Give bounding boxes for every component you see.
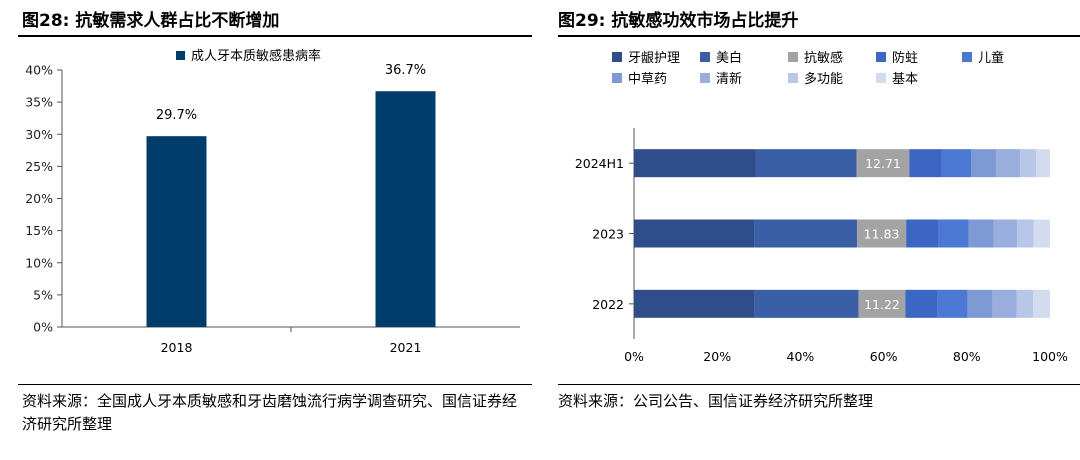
legend-swatch	[612, 52, 622, 62]
x-tick-label: 20%	[703, 349, 731, 364]
bar-segment	[1036, 149, 1050, 178]
x-tick-label: 80%	[953, 349, 981, 364]
y-tick-label: 2023	[592, 227, 624, 242]
y-tick-label: 2024H1	[575, 156, 624, 171]
bar-segment	[971, 149, 996, 178]
legend-label: 美白	[716, 50, 742, 66]
legend-label: 防蛀	[892, 50, 918, 66]
x-tick-label: 40%	[787, 349, 815, 364]
legend-swatch	[788, 73, 798, 83]
data-label: 11.22	[864, 297, 900, 312]
legend-label: 基本	[892, 72, 918, 87]
title-divider	[558, 35, 1080, 37]
x-tick-label: 2018	[161, 340, 193, 355]
bar-segment	[941, 149, 972, 178]
legend-label: 儿童	[978, 50, 1004, 66]
bar-segment	[858, 289, 906, 318]
bar-segment	[1017, 219, 1034, 248]
y-tick-label: 35%	[25, 95, 53, 110]
bar-segment	[754, 289, 859, 318]
y-tick-label: 5%	[33, 287, 53, 302]
legend-swatch	[962, 52, 972, 62]
bar-segment	[754, 219, 857, 248]
title-divider	[18, 35, 532, 37]
bar-segment	[938, 219, 969, 248]
legend-label: 清新	[716, 71, 742, 87]
source-divider	[558, 384, 1080, 385]
bar-segment	[937, 289, 968, 318]
bar-segment	[905, 289, 938, 318]
legend-swatch	[876, 52, 886, 62]
legend-swatch	[700, 52, 710, 62]
legend-swatch	[788, 52, 798, 62]
y-tick-label: 0%	[33, 320, 53, 335]
bar-segment	[968, 219, 994, 248]
right-panel: 图29: 抗敏感功效市场占比提升 牙龈护理 美白 抗敏感 防蛀 儿童中草药 清新 多功能 基本…	[550, 0, 1080, 460]
bar	[375, 91, 436, 327]
bar-segment	[967, 289, 993, 318]
data-label: 36.7%	[385, 63, 426, 78]
legend-label: 成人牙本质敏感患病率	[191, 48, 321, 64]
legend-swatch	[700, 73, 710, 83]
bar-segment	[634, 219, 755, 248]
source-note: 资料来源：公司公告、国信证券经济研究所整理	[558, 392, 874, 410]
legend-swatch	[612, 73, 622, 83]
legend-label: 抗敏感	[804, 50, 843, 66]
legend-swatch	[176, 51, 185, 60]
y-tick-label: 2022	[592, 297, 624, 312]
legend-label: 中草药	[628, 72, 667, 87]
x-tick-label: 100%	[1032, 349, 1068, 364]
bar-segment	[995, 149, 1021, 178]
bar-segment	[1020, 149, 1037, 178]
bar-segment	[634, 149, 756, 178]
legend-label: 多功能	[804, 71, 843, 87]
bar-segment	[755, 149, 857, 178]
legend-label: 牙龈护理	[628, 51, 680, 66]
data-label: 12.71	[865, 156, 901, 171]
source-divider	[18, 384, 532, 385]
bar-chart: 0% 5% 10% 15% 20% 25% 30% 35% 40% 成人牙本质敏感患病率 29.7%…	[25, 48, 520, 355]
y-tick-label: 20%	[25, 191, 53, 206]
bar-segment	[1033, 289, 1050, 318]
x-tick-label: 60%	[870, 349, 898, 364]
bar	[146, 136, 207, 327]
x-tick-label: 2021	[390, 340, 422, 355]
bar-segment	[992, 289, 1017, 318]
y-tick-label: 15%	[25, 223, 53, 238]
legend-swatch	[876, 73, 886, 83]
y-tick-label: 10%	[25, 255, 53, 270]
bar-segment	[993, 219, 1018, 248]
y-tick-label: 25%	[25, 159, 53, 174]
bar-segment	[909, 149, 942, 178]
chart-title: 图29: 抗敏感功效市场占比提升	[558, 11, 799, 31]
bar-segment	[856, 219, 907, 248]
chart-title: 图28: 抗敏需求人群占比不断增加	[22, 11, 280, 31]
x-tick-label: 0%	[624, 349, 644, 364]
y-tick-label: 30%	[25, 127, 53, 142]
bar-segment	[856, 149, 910, 178]
source-note: 资料来源：全国成人牙本质敏感和牙齿磨蚀流行病学调查研究、国信证券经济研究所整理	[22, 392, 518, 433]
left-panel: 图28: 抗敏需求人群占比不断增加 0% 5% 10% 15% 20% 25% 30% 35%…	[18, 11, 532, 433]
bar-segment	[634, 289, 755, 318]
data-label: 29.7%	[156, 108, 197, 123]
data-label: 11.83	[864, 227, 900, 242]
bar-segment	[906, 219, 939, 248]
bar-segment	[1033, 219, 1050, 248]
y-tick-label: 40%	[25, 63, 53, 78]
bar-segment	[1016, 289, 1034, 318]
